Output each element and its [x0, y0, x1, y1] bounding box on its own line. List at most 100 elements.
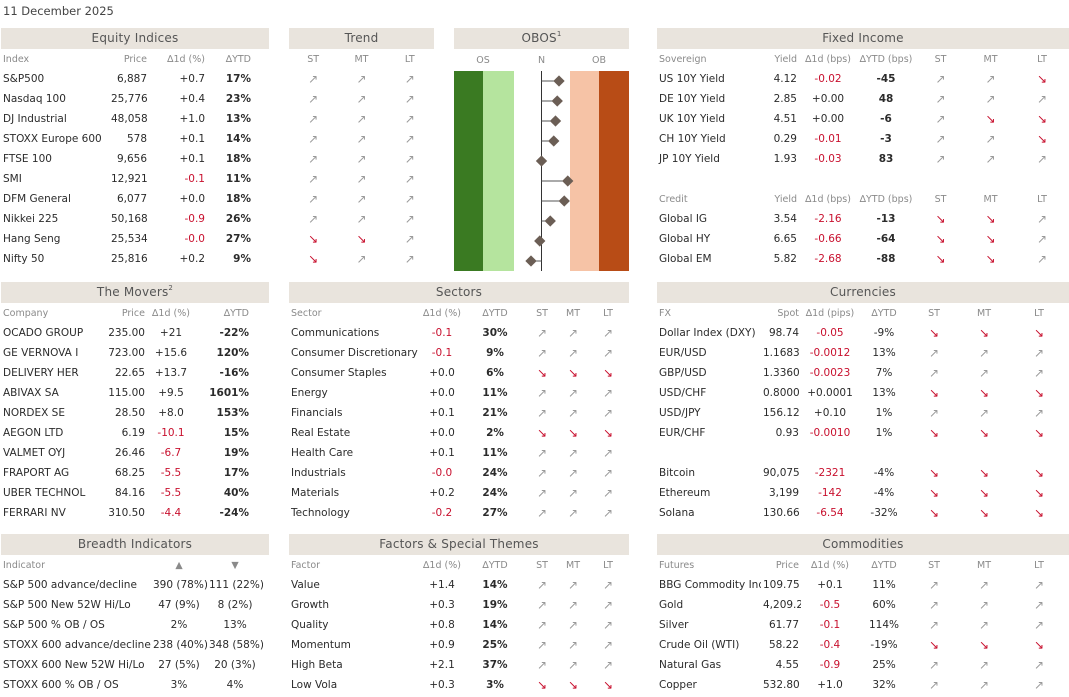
- trend-cell: ↘: [909, 423, 959, 443]
- trend-cell: ↗: [966, 129, 1015, 149]
- spot: 130.66: [763, 507, 800, 519]
- change-ytd: -4%: [873, 467, 895, 479]
- spacer: [657, 443, 1069, 463]
- change-ytd: -6: [880, 113, 892, 125]
- column-header: MT: [977, 559, 991, 571]
- pad: [251, 443, 269, 463]
- table-row: STOXX Europe 600 578 +0.1 14%: [1, 129, 269, 149]
- name: Energy: [291, 387, 328, 399]
- trend-cell: ↗: [337, 69, 385, 89]
- arrow-up-right-icon: ↗: [1033, 406, 1045, 420]
- column-header: Yield: [774, 53, 797, 65]
- trend-cell: ↘: [1009, 383, 1069, 403]
- decline-value: 111 (22%): [209, 579, 263, 591]
- table-row: USD/JPY 156.12 +0.10 1% ↗ ↗ ↗: [657, 403, 1069, 423]
- name: Health Care: [291, 447, 354, 459]
- trend-cell: ↗: [909, 595, 959, 615]
- column-header: ST: [536, 307, 548, 319]
- trend-cell: ↗: [386, 109, 434, 129]
- arrow-up-right-icon: ↗: [567, 326, 579, 340]
- table-row: Crude Oil (WTI) 58.22 -0.4 -19% ↘ ↘ ↘: [657, 635, 1069, 655]
- trend-cell: ↘: [289, 249, 337, 269]
- arrow-down-right-icon: ↘: [602, 426, 614, 440]
- column-header: ∆1d (%): [152, 307, 190, 319]
- arrow-up-right-icon: ↗: [308, 72, 319, 86]
- change-1d: +0.3: [429, 599, 455, 611]
- table-row: BBG Commodity Ind 109.75 +0.1 11% ↗ ↗ ↗: [657, 575, 1069, 595]
- trend-cell: ↘: [959, 503, 1009, 523]
- index-name: DJ Industrial: [3, 113, 67, 125]
- arrow-up-right-icon: ↗: [567, 618, 579, 632]
- trend-cell: ↗: [289, 209, 337, 229]
- column-header: ST: [307, 53, 320, 65]
- decline-value: 13%: [223, 619, 247, 631]
- arrow-down-right-icon: ↘: [1036, 112, 1048, 126]
- table-row: UK 10Y Yield 4.51 +0.00 -6 ↗ ↘ ↘: [657, 109, 1069, 129]
- arrow-up-right-icon: ↗: [536, 486, 548, 500]
- column-header: ST: [536, 559, 548, 571]
- trend-cell: ↗: [1009, 575, 1069, 595]
- panel-title: Currencies: [657, 282, 1069, 303]
- name: Financials: [291, 407, 343, 419]
- trend-cell: ↗: [337, 249, 385, 269]
- arrow-up-right-icon: ↗: [1036, 232, 1048, 246]
- trend-cell: ↗: [337, 169, 385, 189]
- arrow-up-right-icon: ↗: [935, 92, 946, 106]
- change-1d: +0.0: [179, 193, 206, 205]
- column-header: Sovereign: [659, 53, 707, 65]
- change-1d: -0.03: [814, 153, 842, 165]
- table-row: Bitcoin 90,075 -2321 -4% ↘ ↘ ↘: [657, 463, 1069, 483]
- table-row: Global EM 5.82 -2.68 -88 ↘ ↘ ↗: [657, 249, 1069, 269]
- index-name: Nasdaq 100: [3, 93, 66, 105]
- table-row: Technology -0.2 27% ↗ ↗ ↗: [289, 503, 629, 523]
- change-1d: +0.7: [179, 73, 206, 85]
- trend-cell: ↗: [386, 169, 434, 189]
- trend-cell: ↗: [909, 675, 959, 695]
- trend-cell: ↗: [559, 403, 587, 423]
- arrow-up-right-icon: ↗: [978, 346, 990, 360]
- arrow-up-right-icon: ↗: [928, 366, 940, 380]
- trend-cell: ↗: [559, 615, 587, 635]
- trend-cell: ↗: [959, 403, 1009, 423]
- arrow-down-right-icon: ↘: [602, 366, 614, 380]
- pad: [263, 575, 269, 595]
- arrow-up-right-icon: ↗: [602, 486, 614, 500]
- change-ytd: 24%: [482, 467, 508, 479]
- arrow-up-right-icon: ↗: [567, 406, 579, 420]
- column-header: LT: [1037, 193, 1047, 205]
- change-ytd: 11%: [482, 387, 508, 399]
- change-1d: +0.9: [429, 639, 455, 651]
- arrow-down-right-icon: ↘: [985, 252, 996, 266]
- arrow-up-right-icon: ↗: [536, 346, 548, 360]
- spacer-row: [657, 169, 1069, 189]
- change-1d: +0.0: [429, 387, 455, 399]
- change-1d: -2.68: [814, 253, 842, 265]
- arrow-down-right-icon: ↘: [985, 212, 996, 226]
- trend-cell: ↗: [1015, 249, 1069, 269]
- price: 12,921: [111, 173, 148, 185]
- arrow-up-right-icon: ↗: [308, 192, 319, 206]
- header-row: Factor ∆1d (%) ∆YTD ST MT LT: [289, 555, 629, 575]
- change-ytd: 48: [878, 93, 894, 105]
- arrow-up-right-icon: ↗: [404, 92, 415, 106]
- change-ytd: 26%: [225, 213, 251, 225]
- trend-cell: ↘: [915, 229, 966, 249]
- table-row: EUR/USD 1.1683 -0.0012 13% ↗ ↗ ↗: [657, 343, 1069, 363]
- column-header: Price: [121, 307, 145, 319]
- arrow-up-right-icon: ↗: [985, 132, 996, 146]
- table-row: Industrials -0.0 24% ↗ ↗ ↗: [289, 463, 629, 483]
- oversold-zone: [483, 71, 514, 271]
- yield: 0.29: [773, 133, 797, 145]
- header-row: Sector ∆1d (%) ∆YTD ST MT LT: [289, 303, 629, 323]
- trend-cell: ↗: [587, 343, 629, 363]
- index-name: SMI: [3, 173, 22, 185]
- table-row: US 10Y Yield 4.12 -0.02 -45 ↗ ↗ ↘: [657, 69, 1069, 89]
- arrow-up-right-icon: ↗: [978, 406, 990, 420]
- arrow-up-right-icon: ↗: [536, 658, 548, 672]
- trend-cell: ↘: [525, 363, 559, 383]
- trend-cell: ↘: [966, 229, 1015, 249]
- trend-cell: ↗: [289, 149, 337, 169]
- trend-cell: ↗: [525, 655, 559, 675]
- trend-cell: ↗: [587, 595, 629, 615]
- arrow-up-right-icon: ↗: [602, 386, 614, 400]
